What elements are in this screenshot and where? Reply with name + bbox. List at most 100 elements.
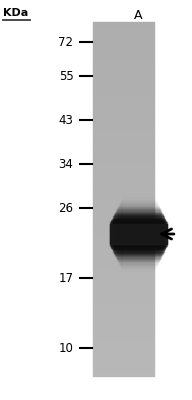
- Bar: [93, 118, 154, 119]
- Bar: [123, 195, 153, 273]
- Bar: [93, 188, 154, 190]
- Bar: [93, 119, 154, 121]
- Bar: [118, 206, 159, 262]
- Bar: [110, 224, 167, 244]
- Bar: [93, 38, 154, 40]
- Bar: [93, 309, 154, 310]
- Bar: [93, 358, 154, 360]
- Bar: [93, 371, 154, 372]
- Bar: [93, 164, 154, 165]
- Bar: [93, 248, 154, 250]
- Bar: [110, 224, 167, 244]
- Bar: [93, 130, 154, 132]
- Bar: [93, 330, 154, 332]
- Bar: [93, 284, 154, 286]
- Bar: [93, 68, 154, 70]
- Bar: [93, 123, 154, 125]
- Bar: [93, 185, 154, 187]
- Bar: [93, 91, 154, 93]
- Bar: [93, 238, 154, 240]
- Bar: [93, 26, 154, 27]
- Bar: [93, 31, 154, 33]
- Bar: [93, 126, 154, 128]
- Text: 17: 17: [58, 272, 73, 284]
- Bar: [121, 201, 156, 267]
- Bar: [93, 94, 154, 96]
- Text: 55: 55: [59, 70, 73, 82]
- Text: 34: 34: [59, 158, 73, 170]
- Bar: [93, 59, 154, 61]
- Bar: [125, 192, 152, 276]
- Bar: [93, 350, 154, 351]
- Bar: [93, 50, 154, 52]
- Bar: [93, 176, 154, 178]
- Bar: [93, 180, 154, 181]
- Bar: [93, 364, 154, 365]
- Bar: [93, 201, 154, 202]
- Bar: [93, 42, 154, 43]
- Bar: [93, 80, 154, 82]
- Bar: [93, 268, 154, 270]
- Bar: [93, 33, 154, 34]
- Bar: [93, 280, 154, 282]
- Bar: [93, 314, 154, 316]
- Bar: [93, 70, 154, 72]
- Bar: [119, 203, 157, 265]
- Bar: [93, 114, 154, 116]
- Bar: [93, 356, 154, 358]
- Bar: [93, 192, 154, 194]
- Bar: [93, 75, 154, 77]
- Bar: [93, 45, 154, 47]
- Bar: [114, 215, 163, 253]
- Bar: [93, 174, 154, 176]
- Bar: [93, 96, 154, 98]
- Bar: [117, 208, 160, 260]
- Bar: [93, 160, 154, 162]
- Bar: [113, 216, 164, 252]
- Bar: [93, 277, 154, 279]
- Bar: [93, 275, 154, 277]
- Bar: [93, 40, 154, 42]
- Bar: [93, 272, 154, 273]
- Bar: [112, 219, 165, 249]
- Text: 72: 72: [58, 36, 73, 48]
- Bar: [93, 178, 154, 180]
- Bar: [93, 233, 154, 234]
- Bar: [93, 247, 154, 248]
- Bar: [93, 332, 154, 334]
- Text: 43: 43: [59, 114, 73, 126]
- Bar: [93, 293, 154, 294]
- Bar: [93, 112, 154, 114]
- Bar: [93, 263, 154, 264]
- Bar: [93, 234, 154, 236]
- Bar: [93, 252, 154, 254]
- Bar: [93, 27, 154, 29]
- Bar: [93, 289, 154, 291]
- Bar: [93, 148, 154, 150]
- Bar: [93, 206, 154, 208]
- Bar: [93, 58, 154, 59]
- Bar: [93, 355, 154, 356]
- Bar: [93, 66, 154, 68]
- Bar: [93, 298, 154, 300]
- Bar: [93, 351, 154, 353]
- Bar: [93, 325, 154, 326]
- Bar: [93, 222, 154, 224]
- Bar: [93, 196, 154, 197]
- Bar: [115, 213, 162, 255]
- Bar: [93, 22, 154, 24]
- Bar: [93, 259, 154, 261]
- Bar: [93, 48, 154, 50]
- Bar: [93, 365, 154, 367]
- Bar: [93, 231, 154, 233]
- Bar: [93, 72, 154, 73]
- Bar: [122, 197, 155, 271]
- Bar: [93, 128, 154, 130]
- Bar: [93, 79, 154, 80]
- Bar: [93, 224, 154, 226]
- Text: KDa: KDa: [3, 8, 29, 18]
- Bar: [93, 208, 154, 210]
- Bar: [93, 194, 154, 196]
- Bar: [93, 73, 154, 75]
- Bar: [93, 305, 154, 307]
